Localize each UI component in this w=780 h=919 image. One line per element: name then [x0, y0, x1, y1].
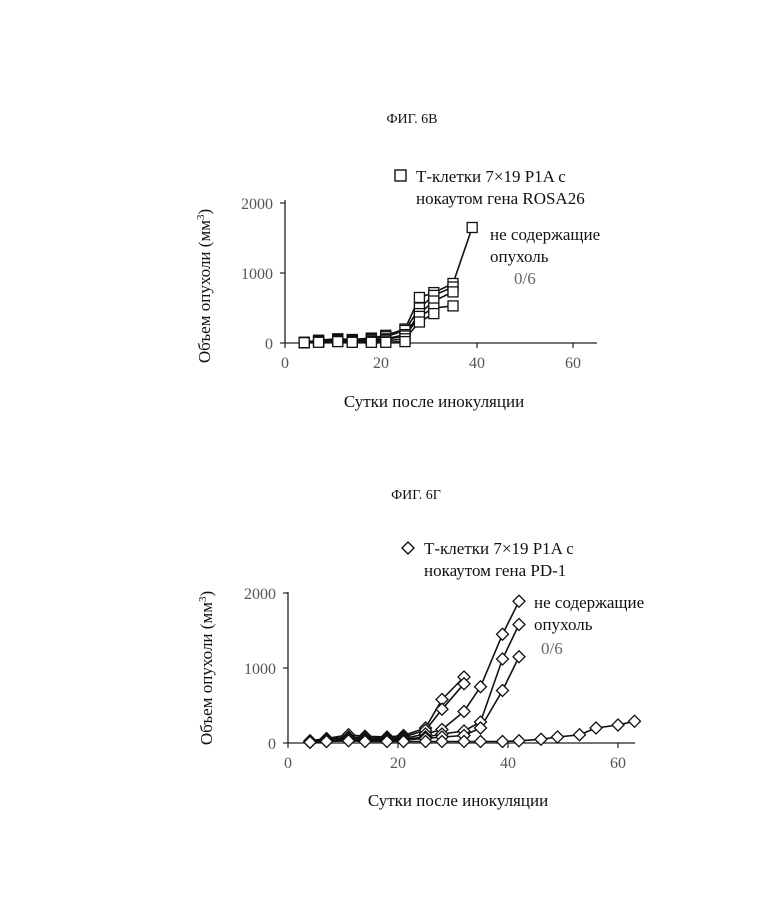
- x-tick-label: 40: [469, 355, 485, 372]
- x-tick-label: 0: [284, 755, 292, 772]
- legend-diamond-marker: [402, 542, 414, 554]
- annotation-line-2: опухоль: [490, 247, 549, 266]
- y-tick-label: 0: [265, 336, 273, 353]
- data-point: [333, 337, 343, 347]
- y-tick-label: 1000: [241, 266, 273, 283]
- annotation-ratio: 0/6: [541, 639, 563, 658]
- data-point: [448, 287, 458, 297]
- data-point: [497, 653, 509, 665]
- data-point: [497, 685, 509, 697]
- legend-line-2: нокаутом гена ROSA26: [416, 189, 585, 208]
- data-point: [429, 309, 439, 319]
- y-axis-label: Объем опухоли (мм3): [197, 591, 216, 745]
- annotation-ratio: 0/6: [514, 269, 536, 288]
- data-point: [475, 736, 487, 748]
- data-point: [513, 651, 525, 663]
- axis-ticks: 0 20 40 60 0 1000 2000: [244, 586, 626, 772]
- data-point: [552, 731, 564, 743]
- data-point: [513, 595, 525, 607]
- y-tick-label: 1000: [244, 661, 276, 678]
- data-point: [513, 619, 525, 631]
- chart-title: ФИГ. 6Г: [391, 488, 441, 503]
- x-tick-label: 20: [390, 755, 406, 772]
- data-point: [414, 293, 424, 303]
- data-point: [448, 301, 458, 311]
- series-lines: [304, 228, 472, 343]
- data-point: [467, 223, 477, 233]
- y-tick-label: 2000: [241, 196, 273, 213]
- y-tick-label: 0: [268, 736, 276, 753]
- series-line-3: [310, 601, 519, 741]
- data-point: [497, 628, 509, 640]
- data-point: [347, 337, 357, 347]
- annotation-line-1: не содержащие: [534, 593, 644, 612]
- data-point: [400, 337, 410, 347]
- legend-square-marker: [395, 170, 406, 181]
- chart-fig-6b: ФИГ. 6В Т-клетки 7×19 P1A с нокаутом ген…: [195, 112, 600, 411]
- y-tick-label: 2000: [244, 586, 276, 603]
- data-point: [574, 729, 586, 741]
- data-point: [590, 722, 602, 734]
- data-point: [414, 317, 424, 327]
- chart-fig-6g: ФИГ. 6Г Т-клетки 7×19 P1A с нокаутом ген…: [197, 488, 644, 810]
- legend-line-1: Т-клетки 7×19 P1A с: [424, 539, 574, 558]
- y-axis-label: Объем опухоли (мм3): [195, 209, 214, 363]
- annotation-line-2: опухоль: [534, 615, 593, 634]
- x-tick-label: 0: [281, 355, 289, 372]
- legend-line-2: нокаутом гена PD-1: [424, 561, 566, 580]
- data-point: [513, 735, 525, 747]
- data-point: [366, 337, 376, 347]
- series-line-4: [310, 625, 519, 743]
- legend-line-1: Т-клетки 7×19 P1A с: [416, 167, 566, 186]
- data-point: [497, 736, 509, 748]
- series-line-1: [304, 228, 472, 343]
- x-tick-label: 20: [373, 355, 389, 372]
- data-point: [612, 719, 624, 731]
- chart-title: ФИГ. 6В: [386, 112, 437, 127]
- x-tick-label: 40: [500, 755, 516, 772]
- data-point: [629, 715, 641, 727]
- x-axis-label: Сутки после инокуляции: [344, 392, 524, 411]
- x-tick-label: 60: [610, 755, 626, 772]
- x-axis-label: Сутки после инокуляции: [368, 791, 548, 810]
- x-tick-label: 60: [565, 355, 581, 372]
- data-point: [314, 337, 324, 347]
- annotation-line-1: не содержащие: [490, 225, 600, 244]
- data-point: [299, 338, 309, 348]
- data-point: [475, 681, 487, 693]
- series-markers: [299, 223, 477, 348]
- data-point: [381, 337, 391, 347]
